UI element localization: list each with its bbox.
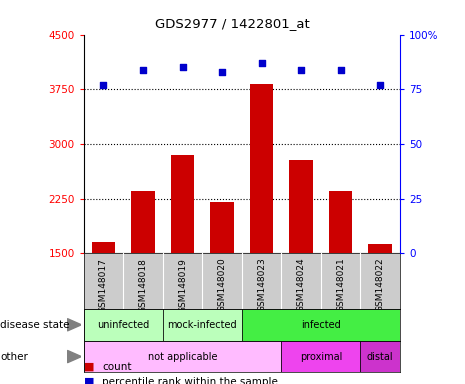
Text: not applicable: not applicable bbox=[148, 352, 217, 362]
Bar bbox=[242, 309, 400, 341]
Point bbox=[376, 82, 384, 88]
Text: distal: distal bbox=[367, 352, 393, 362]
Polygon shape bbox=[67, 351, 81, 363]
Text: GSM148024: GSM148024 bbox=[297, 258, 306, 312]
Point bbox=[218, 69, 226, 75]
Point bbox=[139, 66, 146, 73]
Text: ■: ■ bbox=[84, 362, 94, 372]
Bar bbox=[281, 341, 360, 372]
Text: ■: ■ bbox=[84, 377, 94, 384]
Text: count: count bbox=[102, 362, 132, 372]
Text: percentile rank within the sample: percentile rank within the sample bbox=[102, 377, 278, 384]
Text: infected: infected bbox=[301, 320, 341, 330]
Point bbox=[258, 60, 265, 66]
Text: GSM148020: GSM148020 bbox=[218, 258, 226, 313]
Text: other: other bbox=[0, 352, 28, 362]
Point bbox=[179, 64, 186, 70]
Text: GSM148017: GSM148017 bbox=[99, 258, 108, 313]
Text: GSM148021: GSM148021 bbox=[336, 258, 345, 313]
Text: GSM148022: GSM148022 bbox=[376, 258, 385, 312]
Text: GSM148019: GSM148019 bbox=[178, 258, 187, 313]
Point bbox=[297, 66, 305, 73]
Bar bbox=[92, 242, 115, 253]
Bar bbox=[250, 84, 273, 253]
Bar bbox=[131, 191, 155, 253]
Text: proximal: proximal bbox=[299, 352, 342, 362]
Text: mock-infected: mock-infected bbox=[167, 320, 237, 330]
Text: uninfected: uninfected bbox=[97, 320, 149, 330]
Bar bbox=[84, 309, 163, 341]
Bar bbox=[289, 160, 313, 253]
Bar bbox=[171, 155, 194, 253]
Bar bbox=[163, 309, 242, 341]
Polygon shape bbox=[67, 319, 81, 331]
Bar bbox=[84, 341, 281, 372]
Bar bbox=[210, 202, 234, 253]
Text: GSM148023: GSM148023 bbox=[257, 258, 266, 313]
Bar bbox=[368, 245, 392, 253]
Text: GDS2977 / 1422801_at: GDS2977 / 1422801_at bbox=[155, 17, 310, 30]
Point bbox=[337, 66, 344, 73]
Text: GSM148018: GSM148018 bbox=[139, 258, 147, 313]
Bar bbox=[360, 341, 400, 372]
Point bbox=[100, 82, 107, 88]
Bar bbox=[329, 191, 352, 253]
Text: disease state: disease state bbox=[0, 320, 69, 330]
